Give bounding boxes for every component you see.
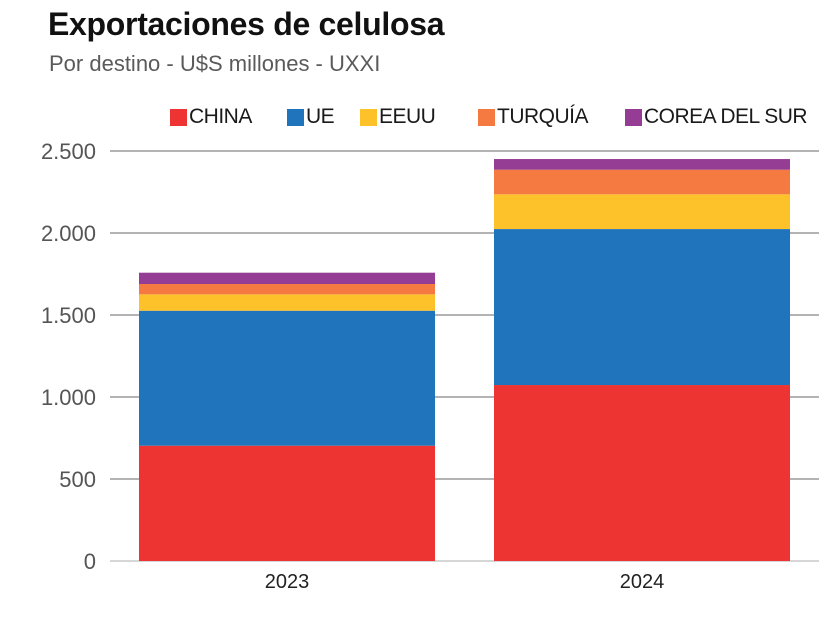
bar-segment-2023-corea-del-sur bbox=[139, 272, 435, 285]
bar-segment-2023-turquía bbox=[139, 284, 435, 295]
legend-item-china: CHINA bbox=[170, 104, 252, 130]
legend-swatch bbox=[625, 108, 642, 126]
bar-segment-2024-china bbox=[494, 385, 790, 561]
legend-label: TURQUÍA bbox=[497, 105, 589, 128]
legend-swatch bbox=[360, 108, 377, 126]
legend-item-eeuu: EEUU bbox=[360, 104, 436, 130]
bar-segment-2023-china bbox=[139, 445, 435, 561]
legend-swatch bbox=[170, 108, 187, 126]
x-tick-label: 2024 bbox=[620, 571, 665, 593]
legend-item-turquia: TURQUÍA bbox=[478, 104, 589, 130]
bar-segment-2023-ue bbox=[139, 310, 435, 446]
bar-segment-2024-corea-del-sur bbox=[494, 159, 790, 170]
y-tick-label: 0 bbox=[84, 549, 96, 574]
y-tick-label: 2.000 bbox=[41, 221, 96, 246]
legend-label: CHINA bbox=[189, 105, 252, 128]
bars bbox=[139, 159, 790, 561]
y-tick-label: 500 bbox=[59, 467, 96, 492]
legend-item-corea-del-sur: COREA DEL SUR bbox=[625, 104, 808, 130]
x-tick-label: 2023 bbox=[265, 571, 310, 593]
chart-subtitle: Por destino - U$S millones - UXXI bbox=[49, 51, 381, 76]
legend-swatch bbox=[478, 108, 495, 126]
bar-segment-2024-ue bbox=[494, 229, 790, 386]
y-tick-label: 1.500 bbox=[41, 303, 96, 328]
legend-item-ue: UE bbox=[287, 104, 335, 130]
y-tick-label: 2.500 bbox=[41, 139, 96, 164]
x-axis-tick-labels: 2023 2024 bbox=[265, 571, 665, 593]
legend-label: UE bbox=[306, 105, 335, 128]
legend-swatch bbox=[287, 108, 304, 126]
bar-segment-2023-eeuu bbox=[139, 294, 435, 311]
bar-segment-2024-eeuu bbox=[494, 194, 790, 230]
chart-title: Exportaciones de celulosa bbox=[48, 6, 445, 42]
y-tick-label: 1.000 bbox=[41, 385, 96, 410]
y-axis-tick-labels: 0 500 1.000 1.500 2.000 2.500 bbox=[41, 139, 96, 574]
legend-label: COREA DEL SUR bbox=[644, 105, 808, 128]
legend-label: EEUU bbox=[379, 105, 436, 128]
bar-segment-2024-turquía bbox=[494, 169, 790, 195]
